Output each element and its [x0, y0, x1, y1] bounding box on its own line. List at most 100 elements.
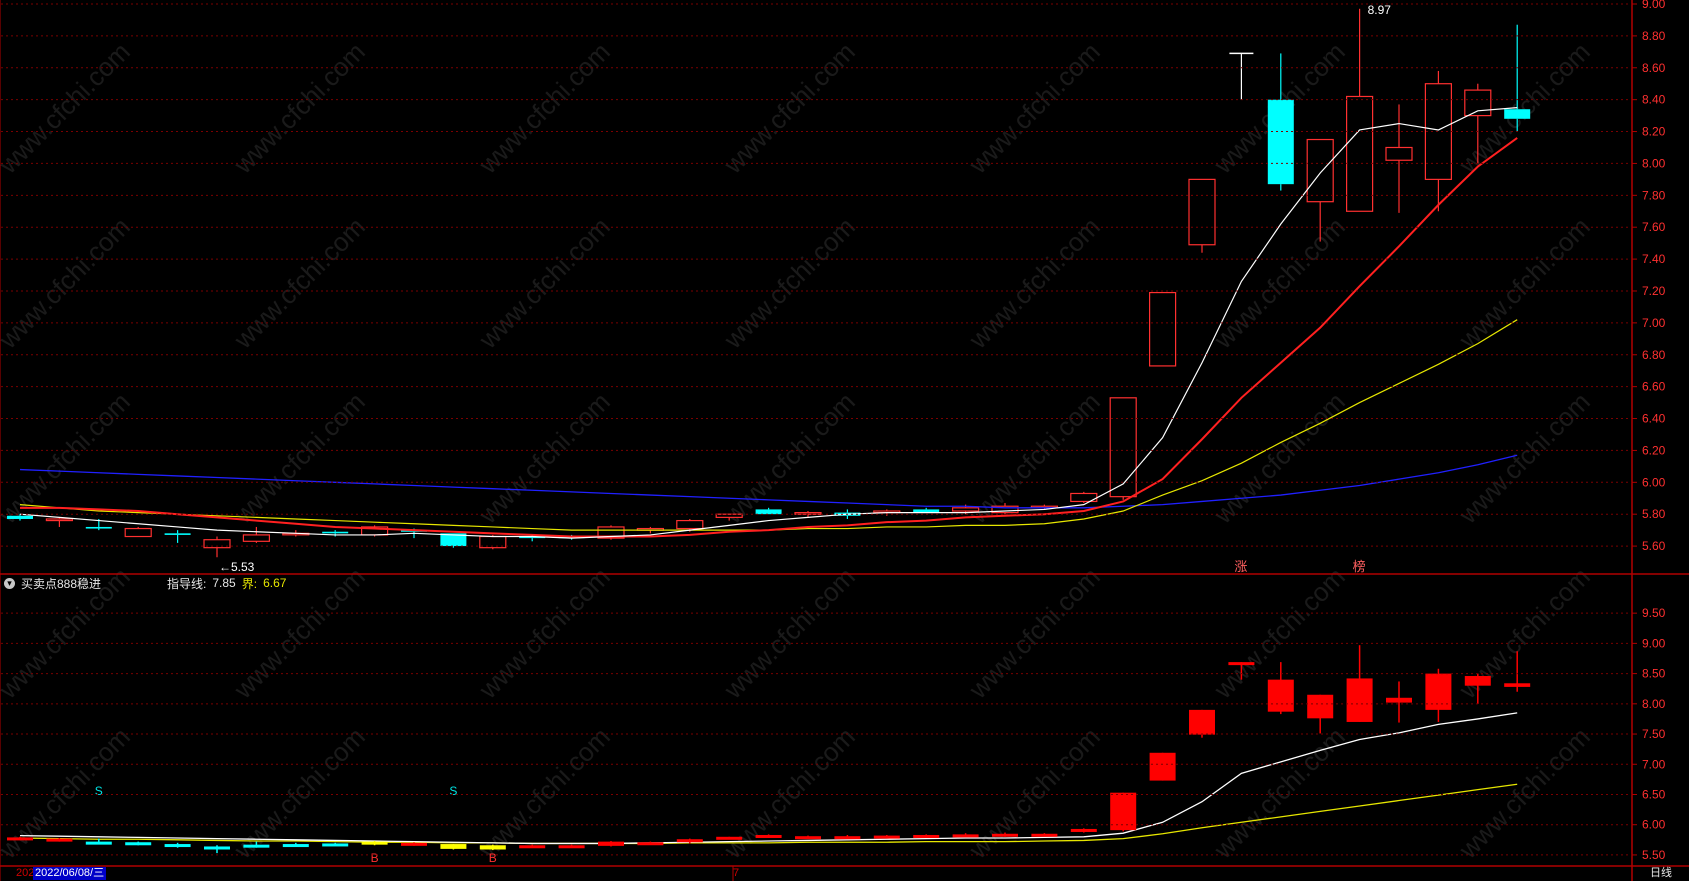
indicator-bar: [1189, 709, 1215, 738]
watermark-text: www.cfchi.com: [1207, 211, 1350, 354]
indicator-bar: [164, 842, 191, 848]
price-marker: 榜: [1353, 559, 1366, 574]
period-button[interactable]: 日线: [1650, 867, 1672, 879]
bound-line-label: 界:: [241, 576, 258, 591]
candle-body: [440, 533, 467, 547]
price-tick-label: 6.20: [1642, 443, 1666, 457]
indicator-bar: [1267, 662, 1294, 715]
price-tick-label: 5.80: [1642, 507, 1666, 521]
indicator-body: [46, 838, 73, 842]
indicator-body: [1307, 694, 1334, 719]
watermark-text: www.cfchi.com: [717, 211, 860, 354]
price-candle: [1229, 52, 1254, 100]
indicator-body: [676, 839, 703, 843]
indicator-body: [1110, 792, 1137, 831]
price-candle: [164, 530, 191, 543]
candle-body: [1345, 95, 1374, 212]
indicator-bar: [1149, 752, 1176, 781]
watermark-text: www.cfchi.com: [227, 36, 370, 179]
indicator-body: [1346, 678, 1373, 722]
watermark-text: www.cfchi.com: [227, 386, 370, 529]
candle-body: [755, 509, 782, 515]
indicator-body: [992, 833, 1018, 837]
price-tick-label: 7.20: [1642, 284, 1666, 298]
candle-body: [913, 509, 940, 513]
watermark-text: www.cfchi.com: [962, 721, 1105, 864]
indicator-title[interactable]: 买卖点888稳进: [21, 576, 102, 591]
watermark-text: www.cfchi.com: [1452, 386, 1595, 529]
watermark-text: www.cfchi.com: [472, 561, 615, 704]
indicator-body: [1504, 683, 1531, 687]
price-candle: [755, 507, 782, 515]
indicator-body: [1267, 679, 1294, 712]
price-tick-label: 8.00: [1642, 156, 1666, 170]
watermark-text: www.cfchi.com: [0, 211, 136, 354]
candle-body: [322, 531, 349, 534]
indicator-bar: [85, 838, 112, 845]
indicator-collapse-icon[interactable]: ▾: [4, 577, 15, 589]
candle-body: [597, 526, 625, 539]
price-candle: [715, 513, 743, 521]
watermark-text: www.cfchi.com: [1207, 721, 1350, 864]
indicator-bar: [1425, 668, 1452, 722]
indicator-body: [873, 835, 900, 839]
candle-body: [7, 515, 33, 519]
price-tick-label: 6.40: [1642, 412, 1666, 426]
indicator-panel[interactable]: S S B B: [7, 645, 1531, 865]
indicator-bar: [637, 841, 664, 846]
price-candle: [45, 517, 74, 527]
indicator-bar: [204, 845, 230, 854]
indicator-body: [1149, 752, 1176, 781]
indicator-body: [164, 844, 191, 848]
price-tick-label: 7.80: [1642, 188, 1666, 202]
ma10-line: [20, 137, 1518, 538]
indicator-bar: [46, 838, 73, 842]
indicator-body: [519, 845, 546, 849]
indicator-body: [85, 841, 112, 845]
indicator-body: [952, 834, 979, 838]
indicator-body: [440, 844, 467, 849]
month-marker: 7: [733, 867, 740, 879]
watermark-text: www.cfchi.com: [717, 386, 860, 529]
candle-body: [124, 527, 152, 538]
buy-signal: B: [489, 851, 497, 865]
watermark-text: www.cfchi.com: [472, 36, 615, 179]
indicator-bar: [519, 844, 546, 849]
guide-line-label: 指导线:: [167, 576, 207, 591]
watermark-text: www.cfchi.com: [472, 386, 615, 529]
indicator-bar: [992, 832, 1018, 837]
watermark-text: www.cfchi.com: [472, 211, 615, 354]
indicator-body: [322, 843, 349, 847]
indicator-body: [1070, 828, 1097, 832]
indicator-tick-label: 7.00: [1642, 757, 1666, 771]
indicator-bar: [558, 844, 585, 849]
indicator-bar: [1464, 673, 1491, 704]
date-prefix: 202: [16, 867, 35, 879]
indicator-bar: [834, 834, 861, 840]
indicator-body: [913, 834, 940, 838]
price-tick-label: 6.60: [1642, 380, 1666, 394]
indicator-bar: [913, 834, 940, 838]
price-candle: [1385, 104, 1413, 213]
candle-body: [85, 526, 112, 529]
bound-line: [19, 783, 1518, 845]
price-tick-label: 9.00: [1642, 0, 1666, 11]
indicator-bar: [1386, 681, 1412, 723]
price-panel[interactable]: ←5.53 8.97 涨 榜: [7, 3, 1531, 574]
candle-body: [1306, 138, 1334, 203]
watermark-text: www.cfchi.com: [717, 36, 860, 179]
indicator-body: [1425, 673, 1452, 710]
sell-signal: S: [449, 784, 457, 798]
candle-body: [45, 518, 74, 522]
indicator-body: [1228, 662, 1255, 666]
indicator-body: [637, 842, 664, 846]
price-candle: [1306, 138, 1334, 242]
watermark-text: www.cfchi.com: [0, 36, 136, 179]
price-candle: [1504, 24, 1531, 132]
indicator-body: [558, 845, 585, 849]
candle-body: [203, 539, 231, 549]
candle-body: [519, 536, 546, 539]
price-candle: [124, 526, 152, 538]
